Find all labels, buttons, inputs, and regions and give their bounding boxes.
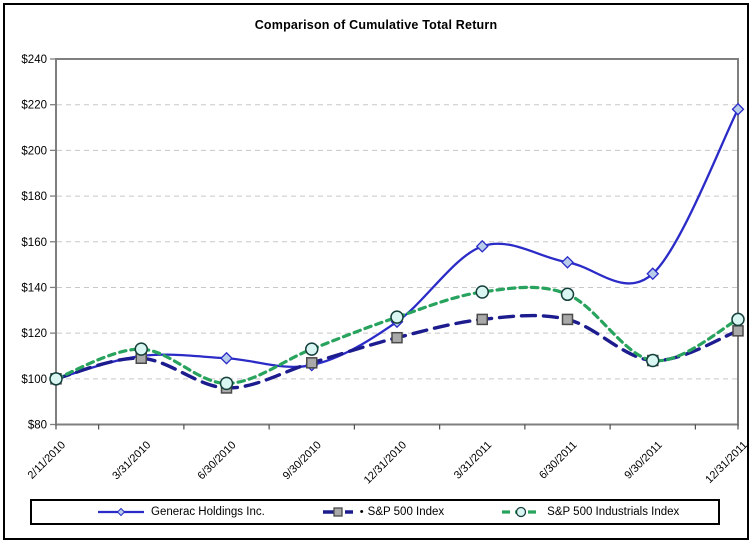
- x-axis-label: 6/30/2010: [196, 439, 239, 482]
- marker-circle-2-5: [475, 285, 489, 299]
- legend-dash-square-icon: [322, 507, 353, 517]
- chart-frame: Comparison of Cumulative Total Return $2…: [3, 3, 750, 540]
- marker-circle-2-3: [305, 342, 319, 356]
- y-tick-label: $200: [21, 145, 47, 157]
- y-tick-label: $220: [21, 100, 47, 112]
- legend: Generac Holdings Inc. • S&P 500 Index S&…: [30, 499, 720, 525]
- x-axis-label: 9/30/2011: [622, 439, 665, 482]
- marker-diamond-0-2: [220, 351, 233, 365]
- marker-circle-2-6: [560, 287, 575, 302]
- x-axis-label: 3/31/2011: [452, 439, 495, 482]
- marker-square-1-8: [732, 325, 744, 337]
- marker-circle-2-1: [134, 342, 148, 356]
- marker-circle-2-7: [646, 353, 660, 368]
- marker-diamond-0-7: [646, 267, 660, 281]
- y-tick-label: $120: [21, 328, 47, 340]
- marker-square-1-6: [561, 313, 574, 326]
- marker-square-1-4: [391, 331, 403, 344]
- x-axis-label: 2/11/2010: [26, 439, 69, 482]
- y-tick-label: $140: [21, 282, 47, 294]
- y-tick-label: $80: [28, 420, 47, 432]
- x-axis-label: 6/30/2011: [537, 439, 580, 482]
- x-axis-label: 12/31/2011: [703, 439, 750, 486]
- legend-item-sp500: • S&P 500 Index: [322, 506, 445, 518]
- marker-circle-2-2: [219, 376, 234, 391]
- x-axis-label: 12/31/2010: [362, 439, 409, 486]
- marker-diamond-0-8: [731, 102, 745, 116]
- marker-circle-2-4: [390, 310, 404, 324]
- legend-item-generac: Generac Holdings Inc.: [98, 506, 265, 518]
- legend-label-sp500: S&P 500 Index: [367, 506, 445, 518]
- marker-diamond-0-5: [475, 239, 489, 253]
- legend-label-generac: Generac Holdings Inc.: [151, 506, 265, 518]
- marker-circle-2-8: [731, 312, 745, 327]
- y-tick-label: $160: [21, 237, 47, 249]
- legend-dot-icon: •: [359, 506, 364, 518]
- x-axis-label: 9/30/2010: [281, 439, 324, 482]
- marker-square-1-5: [476, 313, 488, 326]
- y-tick-label: $180: [21, 191, 47, 203]
- marker-diamond-0-6: [561, 255, 574, 269]
- marker-circle-2-0: [49, 372, 63, 386]
- legend-item-industrials: S&P 500 Industrials Index: [502, 506, 679, 518]
- y-tick-label: $240: [21, 54, 47, 66]
- chart-title: Comparison of Cumulative Total Return: [254, 18, 498, 32]
- plot-canvas: $240 $220 $200 $180 $160 $140 $120 $100 $80 2/11/…: [21, 54, 750, 487]
- marker-square-1-3: [306, 357, 318, 369]
- x-axis-label: 3/31/2010: [110, 439, 153, 482]
- legend-label-industrials: S&P 500 Industrials Index: [547, 506, 680, 518]
- legend-dash-circle-icon: [502, 506, 541, 518]
- legend-line-diamond-icon: [98, 507, 144, 517]
- y-tick-label: $100: [21, 374, 47, 386]
